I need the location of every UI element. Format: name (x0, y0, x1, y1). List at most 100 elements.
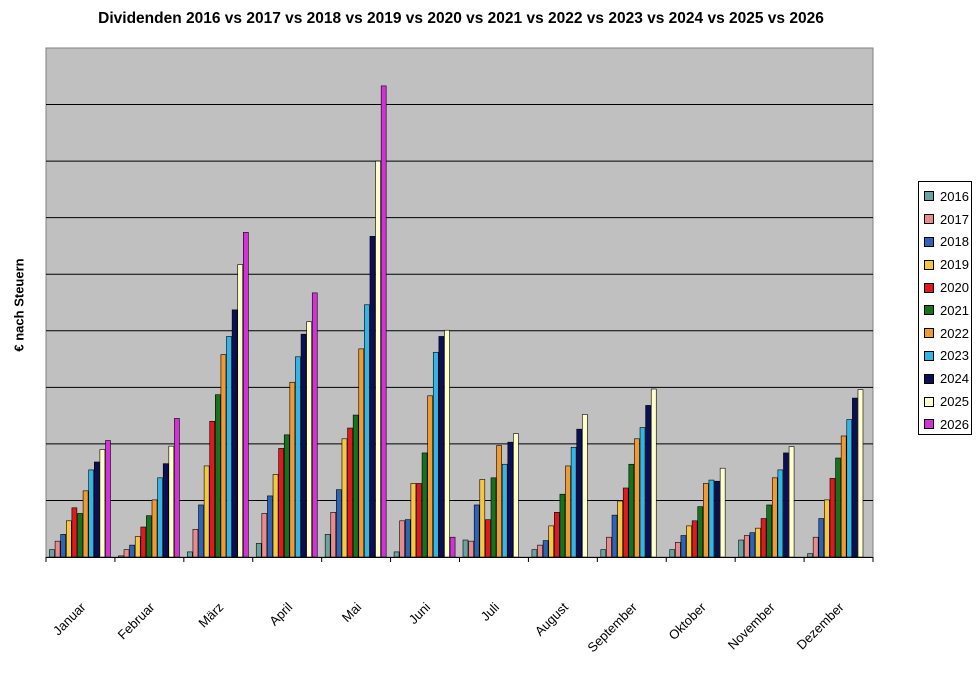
bar-Januar-2016 (49, 549, 55, 558)
legend: 2016 2017 2018 2019 2020 2021 2022 2023 2024 2025… (918, 181, 972, 435)
legend-label: 2023 (940, 348, 969, 364)
bar-Juli-2020 (485, 519, 491, 558)
bar-März-2024 (231, 309, 238, 558)
bar-Juli-2025 (513, 433, 519, 558)
x-tick-labels: Januar Februar März April Mai Juni Juli August S… (50, 599, 847, 655)
x-tick-label: Mai (339, 599, 364, 624)
bar-Oktober-2022 (703, 483, 709, 558)
bar-März-2019 (203, 465, 210, 558)
bar-Juni-2025 (444, 329, 450, 558)
bar-März-2016 (187, 551, 193, 558)
bar-Juni-2026 (449, 536, 456, 558)
bar-Oktober-2016 (669, 549, 676, 558)
legend-swatch (924, 191, 934, 202)
legend-item: 2017 (919, 208, 971, 231)
bar-März-2023 (226, 336, 232, 558)
bar-März-2022 (220, 354, 227, 558)
bar-Mai-2019 (341, 438, 348, 558)
bar-Juni-2016 (393, 551, 400, 558)
legend-label: 2026 (940, 416, 969, 432)
bar-Dezember-2025 (857, 389, 864, 558)
bar-Dezember-2018 (818, 518, 825, 558)
bar-Juni-2022 (427, 395, 433, 558)
bar-Dezember-2019 (824, 499, 830, 558)
bar-April-2018 (267, 495, 273, 558)
bar-April-2024 (300, 333, 307, 558)
x-tick-label: Oktober (666, 599, 710, 643)
legend-item: 2022 (919, 322, 971, 345)
bar-September-2016 (600, 549, 607, 558)
bar-Oktober-2023 (708, 479, 715, 558)
legend-label: 2022 (940, 325, 969, 341)
bar-Juli-2018 (473, 504, 480, 558)
legend-swatch (924, 373, 934, 384)
bar-Dezember-2016 (807, 553, 813, 558)
bar-August-2016 (531, 549, 538, 558)
bar-Dezember-2022 (840, 435, 847, 558)
legend-item: 2020 (919, 276, 971, 299)
bar-Juli-2017 (468, 540, 474, 558)
bar-Oktober-2025 (719, 467, 726, 558)
legend-swatch (924, 259, 934, 270)
bar-Juli-2016 (462, 539, 469, 558)
x-tick-label: August (532, 599, 571, 638)
x-ticks (45, 557, 874, 562)
bar-Januar-2024 (94, 461, 100, 558)
bar-April-2016 (255, 543, 262, 558)
legend-item: 2023 (919, 345, 971, 368)
gridlines (46, 104, 873, 501)
legend-label: 2016 (940, 188, 969, 204)
legend-label: 2017 (940, 211, 969, 227)
bar-September-2018 (611, 514, 618, 558)
bar-April-2017 (261, 513, 268, 558)
bar-November-2020 (760, 518, 767, 558)
legend-item: 2018 (919, 231, 971, 254)
legend-swatch (924, 419, 934, 430)
bar-August-2018 (542, 540, 549, 558)
legend-swatch (924, 305, 934, 316)
bar-Juni-2020 (416, 483, 422, 558)
legend-label: 2018 (940, 234, 969, 250)
bar-April-2020 (278, 448, 284, 558)
legend-label: 2024 (940, 371, 969, 387)
bar-Mai-2020 (347, 427, 353, 558)
bar-August-2023 (570, 446, 577, 558)
legend-label: 2019 (940, 257, 969, 273)
x-tick-label: Februar (115, 599, 158, 642)
bar-November-2022 (771, 477, 778, 558)
bar-Mai-2025 (375, 160, 381, 558)
bar-Dezember-2024 (852, 397, 858, 558)
bar-März-2025 (237, 264, 244, 558)
bar-Oktober-2021 (697, 506, 704, 558)
bar-Mai-2026 (380, 85, 387, 558)
x-tick-label: Juni (406, 599, 434, 627)
bar-Februar-2024 (162, 463, 169, 558)
legend-item: 2021 (919, 299, 971, 322)
x-tick-label: Dezember (794, 599, 847, 652)
bar-Juli-2023 (501, 463, 508, 558)
legend-item: 2016 (919, 185, 971, 208)
bar-November-2019 (755, 527, 761, 558)
x-tick-label: Januar (50, 599, 89, 638)
plot-area (45, 47, 874, 558)
bar-September-2024 (645, 405, 651, 558)
x-tick-label: November (725, 599, 778, 652)
bar-März-2017 (192, 528, 199, 558)
bar-August-2022 (565, 465, 571, 558)
bar-November-2024 (783, 452, 789, 558)
bar-Februar-2019 (134, 536, 141, 558)
bar-März-2020 (209, 420, 216, 558)
bar-Oktober-2017 (675, 541, 681, 558)
bar-August-2019 (548, 525, 555, 558)
bar-Juli-2024 (507, 441, 514, 558)
bar-Juli-2022 (496, 445, 502, 558)
legend-item: 2026 (919, 413, 971, 436)
bar-April-2026 (311, 292, 318, 558)
legend-label: 2020 (940, 280, 969, 296)
bar-April-2023 (295, 356, 301, 558)
bar-Februar-2022 (151, 499, 158, 558)
bar-März-2021 (215, 394, 221, 558)
x-tick-label: März (195, 600, 226, 631)
bar-Januar-2020 (71, 507, 78, 558)
